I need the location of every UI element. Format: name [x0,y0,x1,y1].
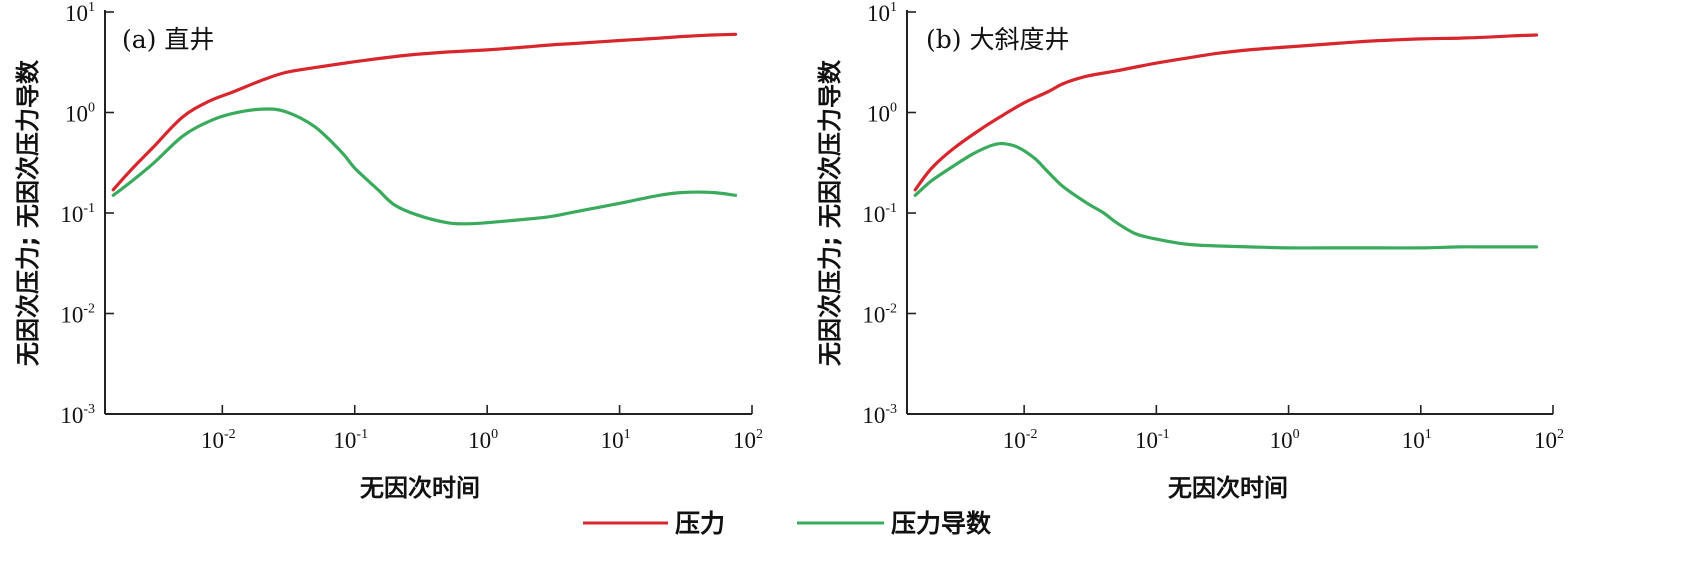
tick-base: 10 [1402,428,1425,453]
tick-exponent: 2 [756,427,763,442]
tick-base: 10 [1003,428,1026,453]
legend-label-pressure: 压力 [675,509,725,538]
tick-base: 10 [1135,428,1158,453]
legend: 压力 压力导数 [583,509,992,538]
y-tick-label: 101 [867,0,897,26]
tick-base: 10 [333,428,356,453]
series-line-pressure-derivative [111,107,738,226]
legend-label-pressure-derivative: 压力导数 [891,509,992,538]
x-axis-label: 无因次时间 [1168,474,1288,502]
tick-base: 10 [862,403,885,428]
tick-base: 10 [733,428,756,453]
x-tick-label: 10-1 [333,427,368,453]
tick-exponent: -1 [83,201,95,216]
tick-exponent: 0 [1293,427,1300,442]
tick-base: 10 [65,102,88,127]
y-axis-label: 无因次压力; 无因次压力导数 [14,59,42,366]
x-tick-label: 102 [733,427,763,453]
tick-exponent: -3 [83,402,95,417]
y-axis-label: 无因次压力; 无因次压力导数 [816,59,844,366]
series-line-pressure [913,33,1539,192]
x-tick-label: 10-2 [1003,427,1038,453]
x-tick-label: 101 [1402,427,1432,453]
tick-base: 10 [867,1,890,26]
x-tick-label: 101 [601,427,631,453]
x-tick-label: 10-1 [1135,427,1170,453]
tick-base: 10 [601,428,624,453]
chart-panel-b: (b) 大斜度井 无因次压力; 无因次压力导数 无因次时间 10-2 10-1 10… [816,0,1564,502]
y-tick-label: 10-1 [60,201,95,227]
tick-exponent: -2 [1026,427,1038,442]
tick-base: 10 [1270,428,1293,453]
tick-base: 10 [867,102,890,127]
tick-exponent: 1 [88,0,95,15]
tick-exponent: -2 [885,302,897,317]
tick-base: 10 [201,428,224,453]
tick-exponent: 0 [88,101,95,116]
x-tick-label: 102 [1534,427,1564,453]
tick-base: 10 [65,1,88,26]
y-tick-label: 10-1 [862,201,897,227]
tick-exponent: 0 [491,427,498,442]
y-tick-label: 10-2 [60,302,95,328]
tick-base: 10 [60,303,83,328]
panel-title: (a) 直井 [122,25,214,54]
y-tick-label: 10-3 [862,402,897,428]
y-tick-label: 100 [65,101,95,127]
series-line-pressure-derivative [913,141,1539,250]
tick-base: 10 [60,403,83,428]
chart-panel-a: (a) 直井 无因次压力; 无因次压力导数 无因次时间 10-2 10-1 100 1… [14,0,763,502]
tick-exponent: 1 [624,427,631,442]
tick-exponent: -1 [1158,427,1170,442]
tick-base: 10 [60,202,83,227]
x-axis-label: 无因次时间 [360,474,480,502]
x-tick-label: 100 [468,427,498,453]
x-tick-label: 10-2 [201,427,236,453]
tick-base: 10 [862,202,885,227]
y-tick-label: 10-2 [862,302,897,328]
tick-exponent: -1 [356,427,368,442]
tick-base: 10 [862,303,885,328]
tick-base: 10 [468,428,491,453]
tick-exponent: -3 [885,402,897,417]
tick-exponent: -2 [224,427,236,442]
y-tick-label: 10-3 [60,402,95,428]
y-tick-label: 101 [65,0,95,26]
tick-exponent: 1 [1425,427,1432,442]
tick-exponent: 2 [1557,427,1564,442]
series-group [111,32,738,226]
tick-exponent: -2 [83,302,95,317]
tick-exponent: -1 [885,201,897,216]
panel-title: (b) 大斜度井 [926,25,1069,54]
tick-exponent: 0 [890,101,897,116]
series-line-pressure [111,32,738,192]
x-tick-label: 100 [1270,427,1300,453]
series-group [913,33,1539,250]
tick-base: 10 [1534,428,1557,453]
tick-exponent: 1 [890,0,897,15]
y-tick-label: 100 [867,101,897,127]
